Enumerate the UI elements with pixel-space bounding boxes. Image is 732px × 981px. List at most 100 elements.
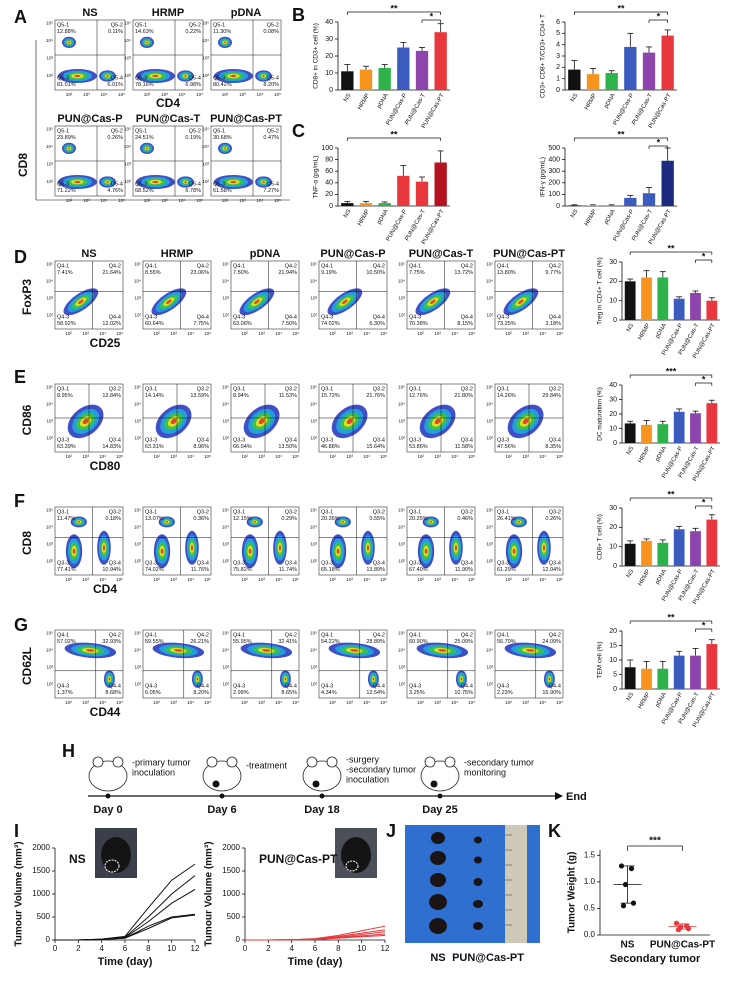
flow-density: [108, 677, 111, 681]
quadrant-value: 7.50%: [281, 321, 297, 327]
flow-tick-label: 10²: [486, 436, 493, 441]
quadrant-value: 21.80%: [454, 393, 473, 399]
flow-tick-label: 10²: [46, 682, 53, 687]
quadrant-value: 10.94%: [102, 567, 121, 573]
flow-tick-label: 10³: [346, 577, 353, 582]
data-point: [673, 920, 680, 926]
flow-tick-label: 10⁵: [116, 331, 123, 336]
x-tick-label: 10: [167, 944, 176, 953]
quadrant-value: 54.22%: [321, 639, 340, 645]
flow-tick-label: 10³: [134, 419, 141, 424]
quadrant-value: 32.41%: [278, 639, 297, 645]
bar: [642, 52, 656, 90]
y-tick-label: 1000: [32, 889, 50, 898]
flow-tick-label: 10³: [486, 296, 493, 301]
quadrant-name: Q4-1: [497, 263, 509, 269]
tick-point: [319, 793, 325, 799]
y-axis-label: CD8+ T cell (%): [597, 514, 604, 560]
quadrant-value: 13.80%: [497, 270, 516, 276]
flow-tick-label: 10⁴: [46, 525, 53, 530]
flow-density: [342, 299, 348, 304]
bar: [673, 529, 685, 566]
y-axis-label: TEM cell (%): [597, 641, 604, 678]
quadrant-value: 12.88%: [57, 29, 76, 35]
y-tick-label: 6: [556, 19, 560, 26]
axis-label: CD62L: [20, 647, 34, 685]
flow-tick-label: 10²: [222, 198, 229, 203]
series-line: [245, 934, 386, 941]
data-point: [630, 900, 637, 906]
quadrant-name: Q4-2: [461, 263, 473, 269]
quadrant-name: Q3-1: [497, 509, 509, 515]
bar: [568, 69, 581, 90]
y-tick-label: 0: [329, 87, 333, 94]
flow-density: [170, 418, 177, 425]
quadrant-name: Q3-2: [373, 509, 385, 515]
quadrant-name: Q4-2: [285, 263, 297, 269]
axis-label: CD4: [156, 96, 180, 110]
quadrant-value: 11.74%: [279, 567, 297, 573]
quadrant-value: 12.02%: [102, 321, 121, 327]
flow-tick-label: 10²: [153, 700, 160, 705]
quadrant-value: 11.58%: [455, 444, 473, 450]
flow-density: [223, 41, 227, 44]
quadrant-name: Q3-3: [409, 437, 421, 443]
bar: [341, 71, 354, 90]
quadrant-value: 10.50%: [366, 270, 385, 276]
flow-density: [82, 418, 89, 425]
flow-tick-label: 10⁵: [292, 700, 299, 705]
quadrant-value: 8.55%: [145, 270, 161, 276]
y-tick-label: 100: [321, 145, 333, 152]
flow-tick-label: 10⁵: [46, 127, 53, 132]
quadrant-value: 26.21%: [190, 639, 209, 645]
flow-tick-label: 10⁴: [99, 577, 106, 582]
quadrant-value: 58.92%: [57, 321, 76, 327]
flow-density: [74, 74, 81, 78]
quadrant-value: 9.77%: [545, 270, 561, 276]
x-tick-label: NS: [621, 940, 635, 951]
series-line: [55, 875, 196, 941]
quadrant-name: Q3-4: [285, 437, 297, 443]
flow-density: [152, 180, 159, 184]
x-tick-label: 12: [191, 944, 200, 953]
tumor-mark: [312, 780, 320, 788]
flow-tick-label: 10⁵: [124, 21, 131, 26]
flow-tick-label: 10⁴: [99, 331, 106, 336]
flow-tick-label: 10²: [202, 179, 209, 184]
flow-frame: [230, 506, 300, 576]
group-title: NS: [82, 7, 97, 19]
timeline-step: -surgery: [346, 754, 380, 764]
flow-tick-label: 10⁵: [292, 331, 299, 336]
quadrant-value: 0.29%: [281, 516, 297, 522]
x-tick-label: HRMP: [357, 93, 371, 111]
flow-frame: [54, 506, 124, 576]
x-axis-label: Time (day): [98, 956, 153, 968]
quadrant-value: 81.01%: [57, 82, 76, 88]
bar: [624, 46, 637, 90]
quadrant-name: Q4-4: [461, 683, 473, 689]
quadrant-value: 7.27%: [263, 188, 279, 194]
mouse-icon: [420, 760, 460, 792]
quadrant-name: Q4-2: [197, 263, 209, 269]
quadrant-name: Q4-3: [233, 314, 245, 320]
y-axis-label: Treg in CD4+ T cell (%): [597, 257, 604, 325]
x-tick-label: pDNA: [377, 93, 390, 110]
flow-density: [262, 649, 271, 652]
flow-tick-label: 10⁵: [202, 127, 209, 132]
flow-tick-label: 10²: [505, 577, 512, 582]
mouse-icon: [206, 756, 218, 768]
bar: [359, 69, 373, 90]
flow-density: [145, 147, 149, 150]
quadrant-value: 10.75%: [454, 690, 473, 696]
quadrant-name: Q5-2: [189, 22, 201, 28]
flow-tick-label: 10²: [417, 700, 424, 705]
quadrant-name: Q4-1: [145, 632, 157, 638]
flow-tick-label: 10³: [398, 296, 405, 301]
quadrant-name: Q3-2: [197, 509, 209, 515]
flow-tick-label: 10⁵: [204, 454, 211, 459]
quadrant-value: 80.42%: [213, 82, 232, 88]
y-tick-label: 10: [609, 298, 617, 305]
y-tick-label: 0: [329, 203, 333, 210]
flow-tick-label: 10⁵: [398, 262, 405, 267]
flow-tick-label: 10⁵: [46, 508, 53, 513]
